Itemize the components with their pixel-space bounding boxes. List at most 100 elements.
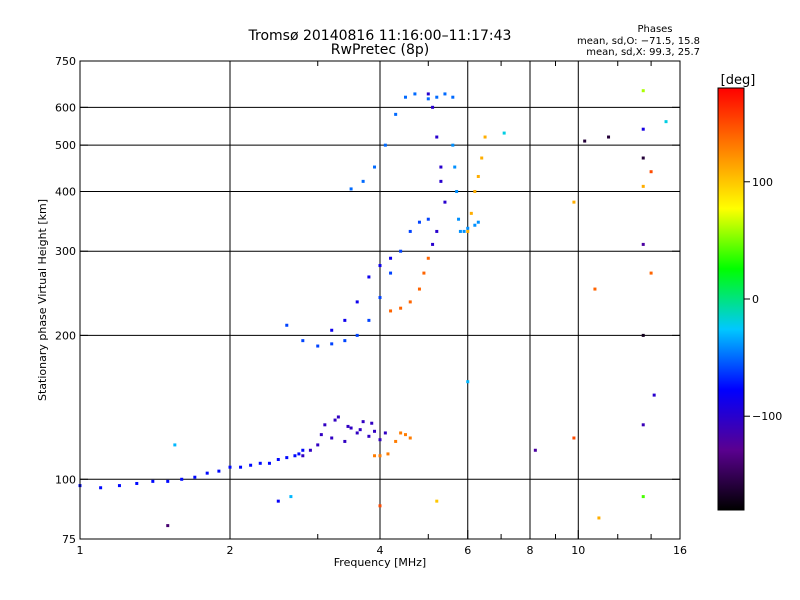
echo-point [316,344,320,348]
echo-point [205,471,209,475]
echo-point [301,448,305,452]
stats-x-mode: mean, sd,X: 99.3, 25.7 [586,47,700,58]
echo-point [276,457,280,461]
noise-point [641,495,645,499]
echo-point [316,443,320,447]
echo-point [426,97,430,101]
echo-point [403,433,407,437]
echo-point [389,256,393,260]
echo-point [336,415,340,419]
echo-point [431,242,435,246]
noise-point [641,184,645,188]
echo-point [301,454,305,458]
noise-point [533,448,537,452]
echo-point [323,423,327,427]
grid-lines [80,61,680,539]
y-tick-label: 400 [55,185,76,198]
echo-point [417,287,421,291]
echo-point [426,256,430,260]
echo-point [455,189,459,193]
noise-point [593,287,597,291]
echo-point [466,226,470,230]
echo-point [370,421,374,425]
echo-point [389,271,393,275]
echo-point [346,424,350,428]
noise-point [378,504,382,508]
echo-point [422,271,426,275]
echo-point [361,179,365,183]
noise-point [466,380,470,384]
noise-point [641,127,645,131]
echo-point [297,452,301,456]
colorbar-tick-label: −100 [752,410,782,423]
echo-point [473,189,477,193]
echo-point [301,339,305,343]
chart-subtitle: RwPretec (8p) [331,42,429,58]
echo-point [330,328,334,332]
echo-point [267,461,271,465]
echo-point [349,426,353,430]
chart-title: Tromsø 20140816 11:16:00–11:17:43 [248,28,512,44]
noise-point [289,495,293,499]
echo-point [378,454,382,458]
echo-point [451,95,455,99]
colorbar [717,87,745,511]
noise-point [641,89,645,93]
noise-point [166,524,170,528]
echo-point [451,143,455,147]
noise-point [664,120,668,124]
echo-point [193,475,197,479]
echo-point [443,200,447,204]
noise-point [641,156,645,160]
echo-point [408,300,412,304]
echo-point [431,105,435,109]
echo-point [483,135,487,139]
echo-point [466,229,470,233]
echo-point [367,434,371,438]
colorbar-tick-label: 0 [752,293,759,306]
echo-point [394,112,398,116]
echo-point [349,187,353,191]
echo-point [285,323,289,327]
y-tick-label: 75 [62,533,76,546]
echo-point [386,452,390,456]
x-tick-label: 4 [377,544,384,557]
echo-point [403,95,407,99]
y-axis-label: Stationary phase Virtual Height [km] [36,199,49,401]
x-axis-ticks: 1 2 4 6 8 10 16 [77,61,687,557]
noise-point [583,139,587,143]
echo-point [439,165,443,169]
echo-point [408,229,412,233]
echo-point [476,174,480,178]
noise-point [607,135,611,139]
echo-point [378,438,382,442]
echo-point [180,477,184,481]
echo-point [166,479,170,483]
echo-point [389,309,393,313]
echo-point [399,431,403,435]
echo-point [426,92,430,96]
noise-point [502,131,506,135]
echo-point [217,469,221,473]
echo-point [151,479,155,483]
echo-point [293,454,297,458]
echo-point [439,179,443,183]
echo-point [135,481,139,485]
noise-point [276,499,280,503]
y-tick-label: 750 [55,55,76,68]
echo-point [435,229,439,233]
echo-point [367,318,371,322]
echo-point [355,431,359,435]
echo-point [417,220,421,224]
echo-point [373,454,377,458]
stats-heading: Phases [637,24,672,35]
echo-point [469,211,473,215]
echo-point [319,433,323,437]
echo-point [476,220,480,224]
echo-point [343,318,347,322]
x-tick-label: 2 [227,544,234,557]
y-tick-label: 600 [55,101,76,114]
echo-point [239,465,243,469]
stats-o-mode: mean, sd,O: −71.5, 15.8 [577,36,700,47]
